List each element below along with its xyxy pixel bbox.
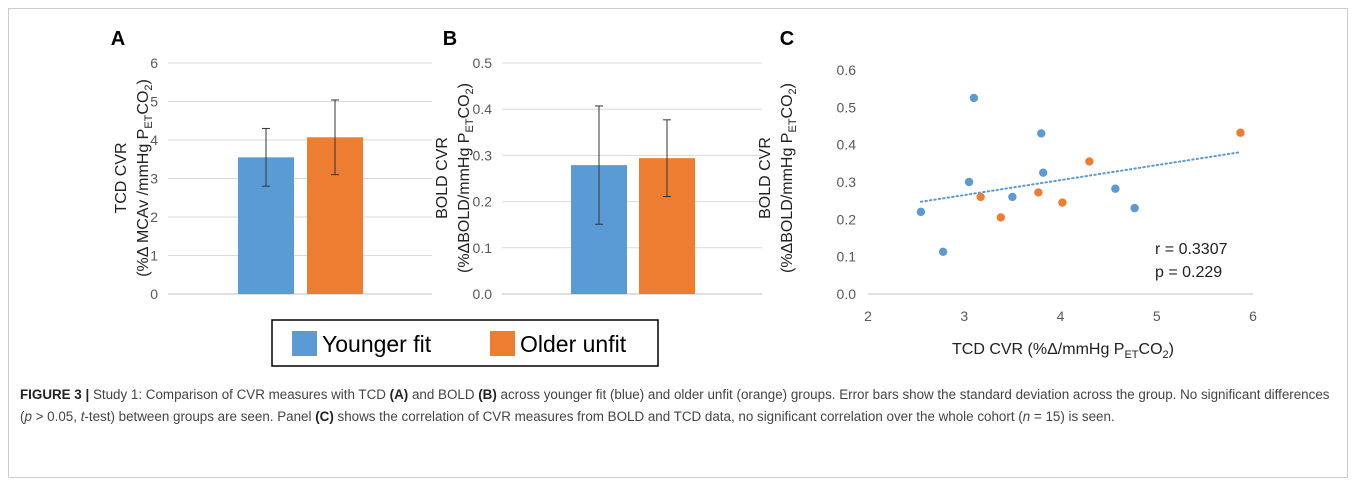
caption-text-2: and BOLD <box>408 387 479 402</box>
legend: Younger fit Older unfit <box>271 319 659 367</box>
c-xtick-label: 2 <box>864 308 872 324</box>
c-trendline <box>919 151 1242 203</box>
c-point-younger <box>1111 184 1120 193</box>
legend-swatch-older <box>490 331 515 356</box>
c-ytick-label: 0.3 <box>837 174 857 190</box>
c-xtick-label: 6 <box>1249 308 1257 324</box>
c-point-older <box>1236 128 1245 137</box>
c-xtick-label: 4 <box>1057 308 1065 324</box>
a-ytick-label: 4 <box>150 132 158 148</box>
a-ytick-label: 2 <box>150 209 158 225</box>
panel-c-r-annotation: r = 0.3307 <box>1155 241 1228 258</box>
c-point-younger <box>969 93 979 103</box>
panel-b-ylabel-units: (%ΔBOLD/mmHg PETCO2) <box>456 83 476 273</box>
b-ytick-label: 0.4 <box>473 101 493 117</box>
c-xtick-label: 5 <box>1153 308 1161 324</box>
c-ytick-label: 0.2 <box>837 211 857 227</box>
c-point-younger <box>938 247 948 257</box>
panel-c-xlabel: TCD CVR (%Δ/mmHg PETCO2) <box>952 341 1174 361</box>
caption-text-4: > 0.05, <box>31 409 81 424</box>
legend-label-older: Older unfit <box>520 331 627 357</box>
legend-swatch-younger <box>292 331 317 356</box>
b-ytick-label: 0.5 <box>473 55 493 71</box>
panel-c-scatter-chart: 0.0 0.1 0.2 0.3 0.4 0.5 0.6 2 3 4 5 6 BOLD CVR (%ΔB… <box>757 62 1257 361</box>
c-point-older <box>1058 198 1067 207</box>
b-ytick-label: 0.2 <box>473 194 493 210</box>
caption-text-5: -test) between groups are seen. Panel <box>84 409 316 424</box>
c-point-younger <box>1038 168 1048 177</box>
panel-c-letter: C <box>780 28 794 50</box>
panel-a-ylabel-units: (%Δ MCAv /mmHg PETCO2) <box>135 79 155 277</box>
figure-frame <box>8 8 1348 478</box>
c-ytick-label: 0.4 <box>837 137 857 153</box>
caption-text-7: = 15) is seen. <box>1030 409 1115 424</box>
legend-label-younger: Younger fit <box>322 331 432 357</box>
caption-ref-a: (A) <box>389 387 409 402</box>
a-ytick-label: 3 <box>150 171 158 187</box>
caption-ref-b: (B) <box>478 387 497 402</box>
panel-a-bar-chart: 0 1 2 3 4 5 6 TCD CVR (%Δ MCAv /mmHg PETCO2) <box>113 55 432 302</box>
panel-c-ylabel: BOLD CVR <box>757 137 774 219</box>
panel-c-p-annotation: p = 0.229 <box>1155 264 1222 281</box>
c-point-younger <box>964 177 974 187</box>
figure-charts: A B C 0 1 2 3 4 5 6 TCD CVR (%Δ MCAv /mmHg PET… <box>111 28 1257 367</box>
caption-n-symbol: n <box>1022 409 1031 424</box>
panel-c-ylabel-units: (%ΔBOLD/mmHg PETCO2) <box>779 83 799 273</box>
c-point-younger <box>916 207 926 217</box>
figure-caption: FIGURE 3 | Study 1: Comparison of CVR me… <box>20 384 1335 428</box>
panel-a-letter: A <box>111 28 125 50</box>
b-ytick-label: 0.3 <box>473 147 493 163</box>
c-ytick-label: 0.5 <box>837 99 857 115</box>
a-ytick-label: 5 <box>150 94 158 110</box>
c-ytick-label: 0.6 <box>837 62 857 78</box>
legend-box <box>271 319 659 367</box>
caption-text-3: across younger fit (blue) and older unfi… <box>20 387 1330 424</box>
caption-p-symbol: p <box>24 409 32 424</box>
c-point-younger <box>1130 203 1139 213</box>
c-ytick-label: 0.1 <box>837 249 857 265</box>
panel-b-ylabel: BOLD CVR <box>434 137 451 219</box>
panel-b-bar-chart: 0.0 0.1 0.2 0.3 0.4 0.5 BOLD CVR (%ΔBOLD/mmHg… <box>434 55 762 302</box>
a-ytick-label: 1 <box>150 248 158 264</box>
panel-b-letter: B <box>443 28 457 50</box>
c-point-younger <box>1037 129 1046 138</box>
c-ytick-label: 0.0 <box>837 286 857 302</box>
caption-t-symbol: t <box>80 409 85 424</box>
b-ytick-label: 0.0 <box>473 286 493 302</box>
a-ytick-label: 6 <box>150 55 158 71</box>
c-point-older <box>1085 157 1094 166</box>
c-xtick-label: 3 <box>960 308 968 324</box>
c-point-younger <box>1008 192 1017 202</box>
c-point-older <box>1034 188 1043 197</box>
b-ytick-label: 0.1 <box>473 240 493 256</box>
c-point-older <box>996 213 1006 222</box>
caption-text-6: shows the correlation of CVR measures fr… <box>333 409 1023 424</box>
caption-label: FIGURE 3 | <box>20 387 90 402</box>
a-ytick-label: 0 <box>150 286 158 302</box>
caption-text-1: Study 1: Comparison of CVR measures with… <box>89 387 390 402</box>
caption-ref-c: (C) <box>315 409 334 424</box>
c-point-older <box>976 192 985 202</box>
panel-a-ylabel: TCD CVR <box>113 142 130 213</box>
